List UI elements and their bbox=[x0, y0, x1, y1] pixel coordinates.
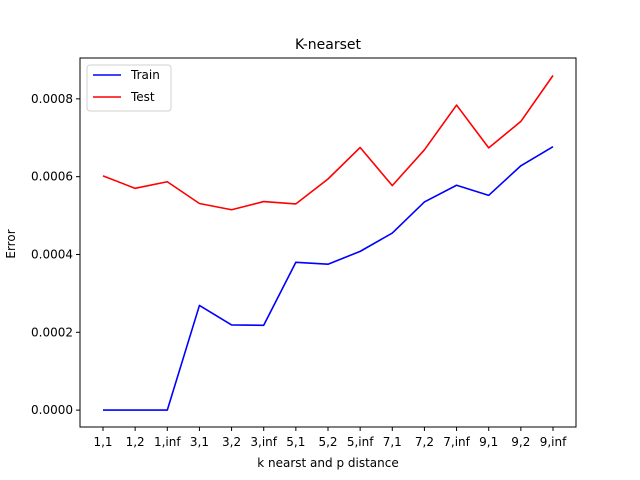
x-axis-ticks: 1,1 1,2 1,inf 3,1 3,2 3,inf 5,1 5,2 5,inf 7,1 7,2 7… bbox=[93, 427, 567, 449]
y-axis-ticks: 0.0000 0.0002 0.0004 0.0006 0.0008 bbox=[31, 92, 80, 417]
x-tick-label: 9,2 bbox=[511, 435, 530, 449]
x-tick-label: 7,1 bbox=[383, 435, 402, 449]
x-tick-label: 1,inf bbox=[154, 435, 181, 449]
series-line-train bbox=[103, 146, 554, 411]
y-tick-label: 0.0002 bbox=[31, 325, 73, 339]
plot-area bbox=[79, 57, 577, 428]
x-tick-label: 1,1 bbox=[93, 435, 112, 449]
x-tick-label: 3,2 bbox=[222, 435, 241, 449]
series-line-test bbox=[102, 75, 554, 211]
x-tick-label: 3,1 bbox=[190, 435, 209, 449]
y-axis-label: Error bbox=[4, 229, 18, 258]
x-tick-label: 7,2 bbox=[415, 435, 434, 449]
x-tick-label: 9,1 bbox=[479, 435, 498, 449]
x-tick-label: 7,inf bbox=[443, 435, 470, 449]
y-tick-label: 0.0004 bbox=[31, 247, 73, 261]
legend-label-test: Test bbox=[130, 90, 155, 104]
x-tick-label: 5,1 bbox=[286, 435, 305, 449]
y-tick-label: 0.0008 bbox=[31, 92, 73, 106]
chart-title: K-nearset bbox=[295, 37, 361, 53]
plot-frame bbox=[79, 57, 577, 428]
x-tick-label: 1,2 bbox=[126, 435, 145, 449]
y-tick-label: 0.0000 bbox=[31, 403, 73, 417]
x-tick-label: 9,inf bbox=[540, 435, 567, 449]
x-tick-label: 5,2 bbox=[318, 435, 337, 449]
series-lines bbox=[102, 75, 554, 411]
x-tick-label: 5,inf bbox=[347, 435, 374, 449]
x-tick-label: 3,inf bbox=[250, 435, 277, 449]
legend-label-train: Train bbox=[130, 68, 160, 82]
x-axis-label: k nearst and p distance bbox=[257, 456, 398, 470]
y-tick-label: 0.0006 bbox=[31, 170, 73, 184]
legend: Train Test bbox=[86, 64, 172, 112]
legend-box bbox=[86, 64, 172, 112]
